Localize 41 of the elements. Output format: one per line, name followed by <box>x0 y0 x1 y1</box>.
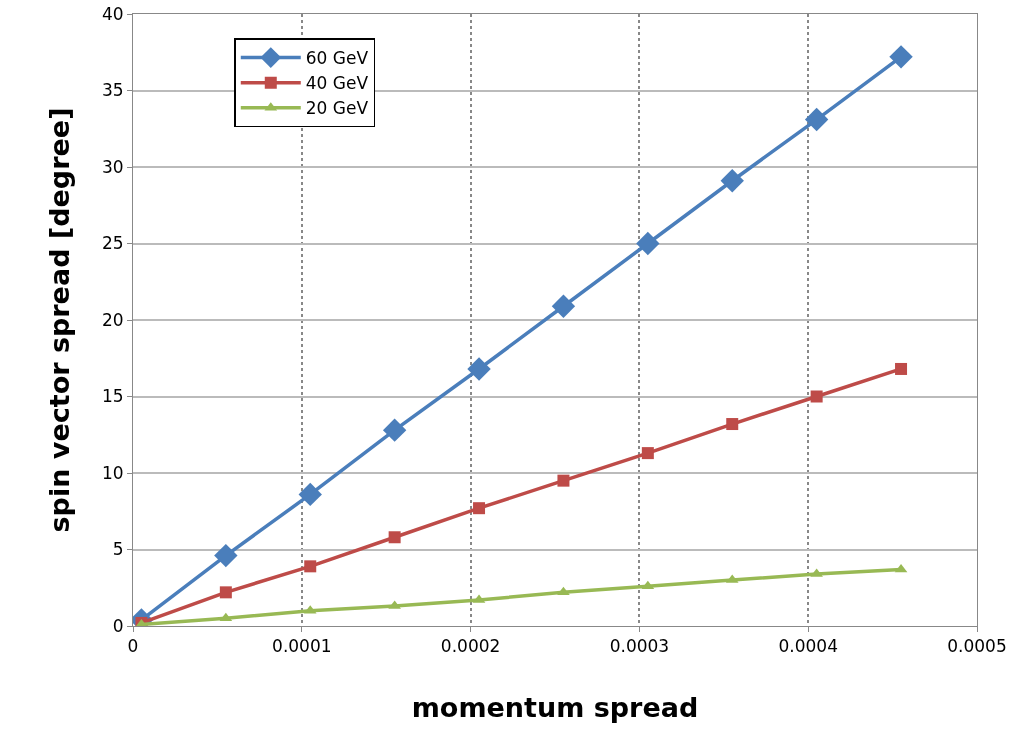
point <box>219 586 232 599</box>
point <box>473 502 486 515</box>
point <box>895 362 908 375</box>
point <box>804 107 829 132</box>
point <box>894 563 908 573</box>
y-tick-label: 5 <box>112 539 124 560</box>
point <box>557 586 570 596</box>
y-tick-label: 30 <box>101 156 124 177</box>
y-tick-label: 40 <box>101 3 124 24</box>
point <box>810 390 823 403</box>
point <box>382 418 407 442</box>
point <box>726 418 739 431</box>
y-axis-title: spin vector spread [degree] <box>44 107 75 533</box>
point <box>298 482 322 507</box>
legend-label: 20 GeV <box>305 98 369 119</box>
point <box>304 560 317 573</box>
point <box>889 45 913 69</box>
x-tick-label: 0.0002 <box>440 636 501 657</box>
point <box>636 231 660 256</box>
point <box>214 543 238 568</box>
x-tick-label: 0.0003 <box>609 636 670 657</box>
x-tick-label: 0.0004 <box>778 636 838 657</box>
legend-label: 60 GeV <box>305 48 369 69</box>
x-tick-label: 0.0005 <box>947 636 1007 657</box>
y-tick-label: 25 <box>101 233 124 254</box>
point <box>388 531 401 544</box>
x-tick-label: 0.0001 <box>272 636 332 657</box>
y-tick-label: 35 <box>101 80 124 101</box>
point <box>551 294 576 318</box>
x-axis-title: momentum spread <box>411 692 699 723</box>
y-tick-label: 20 <box>101 309 124 330</box>
point <box>219 612 233 622</box>
point <box>467 357 491 381</box>
legend-label: 40 GeV <box>305 73 369 94</box>
y-tick-label: 10 <box>101 462 124 483</box>
y-tick-label: 0 <box>112 615 124 636</box>
point <box>641 447 654 460</box>
x-tick-label: 0 <box>127 636 139 657</box>
point <box>720 169 744 193</box>
y-tick-label: 15 <box>101 386 124 407</box>
point <box>557 474 570 487</box>
